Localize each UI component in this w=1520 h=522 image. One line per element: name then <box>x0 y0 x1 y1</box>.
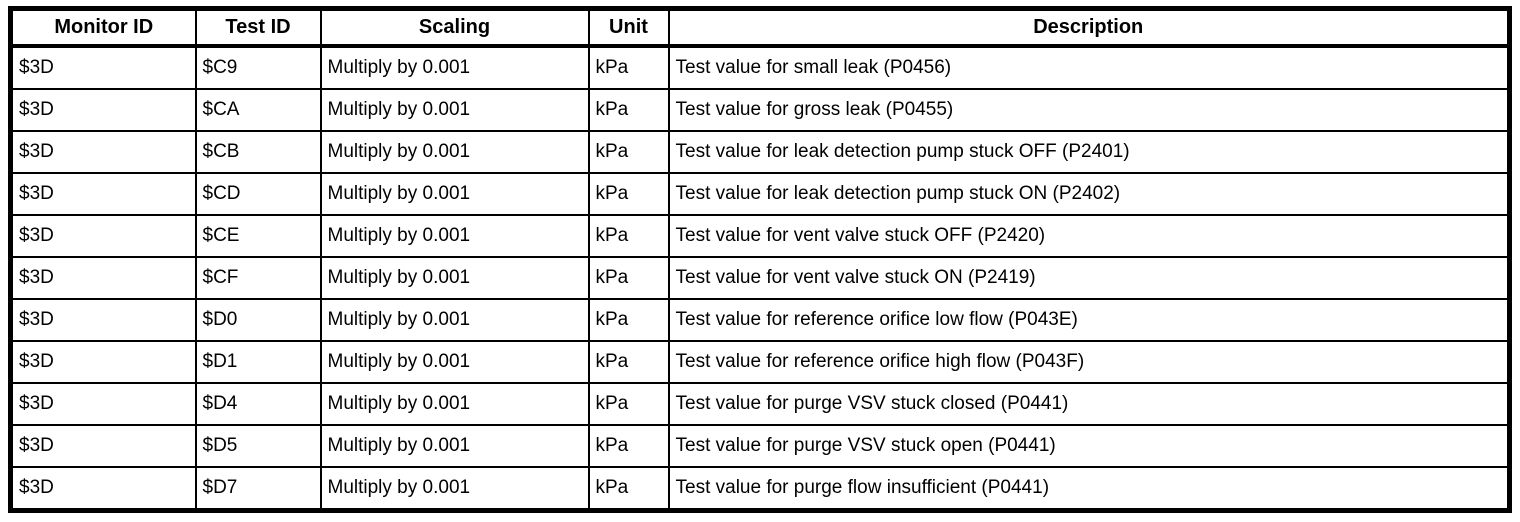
cell-test-id: $C9 <box>194 45 322 90</box>
cell-monitor-id: $3D <box>9 256 197 300</box>
cell-test-id: $D7 <box>194 466 322 512</box>
cell-unit: kPa <box>587 214 670 258</box>
cell-test-id: $CF <box>194 256 322 300</box>
cell-unit: kPa <box>587 340 670 384</box>
cell-description: Test value for gross leak (P0455) <box>667 88 1511 132</box>
table-row: $3D $CA Multiply by 0.001 kPa Test value for… <box>9 88 1511 132</box>
table-row: $3D $CD Multiply by 0.001 kPa Test value for… <box>9 172 1511 216</box>
cell-test-id: $CD <box>194 172 322 216</box>
cell-monitor-id: $3D <box>9 45 197 90</box>
table-body: $3D $C9 Multiply by 0.001 kPa Test value for… <box>9 45 1511 512</box>
cell-unit: kPa <box>587 88 670 132</box>
cell-description: Test value for purge flow insufficient (… <box>667 466 1511 512</box>
cell-unit: kPa <box>587 45 670 90</box>
cell-unit: kPa <box>587 382 670 426</box>
cell-scaling: Multiply by 0.001 <box>319 382 590 426</box>
cell-description: Test value for reference orifice low flo… <box>667 298 1511 342</box>
cell-monitor-id: $3D <box>9 382 197 426</box>
cell-unit: kPa <box>587 298 670 342</box>
table-row: $3D $CB Multiply by 0.001 kPa Test value for… <box>9 130 1511 174</box>
column-header-scaling: Scaling <box>319 7 590 48</box>
cell-description: Test value for small leak (P0456) <box>667 45 1511 90</box>
cell-scaling: Multiply by 0.001 <box>319 466 590 512</box>
cell-test-id: $D1 <box>194 340 322 384</box>
cell-test-id: $D0 <box>194 298 322 342</box>
cell-monitor-id: $3D <box>9 466 197 512</box>
column-header-unit: Unit <box>587 7 670 48</box>
cell-unit: kPa <box>587 466 670 512</box>
cell-unit: kPa <box>587 130 670 174</box>
table-row: $3D $D1 Multiply by 0.001 kPa Test value for… <box>9 340 1511 384</box>
cell-scaling: Multiply by 0.001 <box>319 214 590 258</box>
cell-description: Test value for purge VSV stuck closed (P… <box>667 382 1511 426</box>
cell-scaling: Multiply by 0.001 <box>319 88 590 132</box>
table-row: $3D $D7 Multiply by 0.001 kPa Test value for… <box>9 466 1511 512</box>
cell-description: Test value for leak detection pump stuck… <box>667 130 1511 174</box>
monitor-test-table: Monitor ID Test ID Scaling Unit Description … <box>8 6 1512 513</box>
cell-description: Test value for vent valve stuck OFF (P24… <box>667 214 1511 258</box>
cell-test-id: $CE <box>194 214 322 258</box>
header-row: Monitor ID Test ID Scaling Unit Description <box>9 7 1511 48</box>
cell-test-id: $CA <box>194 88 322 132</box>
table-row: $3D $CF Multiply by 0.001 kPa Test value for… <box>9 256 1511 300</box>
cell-description: Test value for leak detection pump stuck… <box>667 172 1511 216</box>
cell-description: Test value for reference orifice high fl… <box>667 340 1511 384</box>
cell-description: Test value for vent valve stuck ON (P241… <box>667 256 1511 300</box>
cell-monitor-id: $3D <box>9 424 197 468</box>
cell-monitor-id: $3D <box>9 88 197 132</box>
column-header-description: Description <box>667 7 1511 48</box>
cell-scaling: Multiply by 0.001 <box>319 424 590 468</box>
cell-monitor-id: $3D <box>9 130 197 174</box>
cell-monitor-id: $3D <box>9 172 197 216</box>
cell-scaling: Multiply by 0.001 <box>319 340 590 384</box>
cell-test-id: $CB <box>194 130 322 174</box>
cell-scaling: Multiply by 0.001 <box>319 172 590 216</box>
table-header: Monitor ID Test ID Scaling Unit Description <box>9 7 1511 48</box>
column-header-test-id: Test ID <box>194 7 322 48</box>
cell-scaling: Multiply by 0.001 <box>319 45 590 90</box>
column-header-monitor-id: Monitor ID <box>9 7 197 48</box>
cell-test-id: $D5 <box>194 424 322 468</box>
cell-scaling: Multiply by 0.001 <box>319 130 590 174</box>
table-row: $3D $CE Multiply by 0.001 kPa Test value for… <box>9 214 1511 258</box>
table-row: $3D $C9 Multiply by 0.001 kPa Test value for… <box>9 45 1511 90</box>
cell-monitor-id: $3D <box>9 298 197 342</box>
cell-scaling: Multiply by 0.001 <box>319 298 590 342</box>
table-row: $3D $D4 Multiply by 0.001 kPa Test value for… <box>9 382 1511 426</box>
cell-unit: kPa <box>587 172 670 216</box>
cell-description: Test value for purge VSV stuck open (P04… <box>667 424 1511 468</box>
cell-test-id: $D4 <box>194 382 322 426</box>
cell-unit: kPa <box>587 424 670 468</box>
cell-monitor-id: $3D <box>9 214 197 258</box>
cell-unit: kPa <box>587 256 670 300</box>
cell-scaling: Multiply by 0.001 <box>319 256 590 300</box>
table-row: $3D $D0 Multiply by 0.001 kPa Test value for… <box>9 298 1511 342</box>
cell-monitor-id: $3D <box>9 340 197 384</box>
table-row: $3D $D5 Multiply by 0.001 kPa Test value for… <box>9 424 1511 468</box>
